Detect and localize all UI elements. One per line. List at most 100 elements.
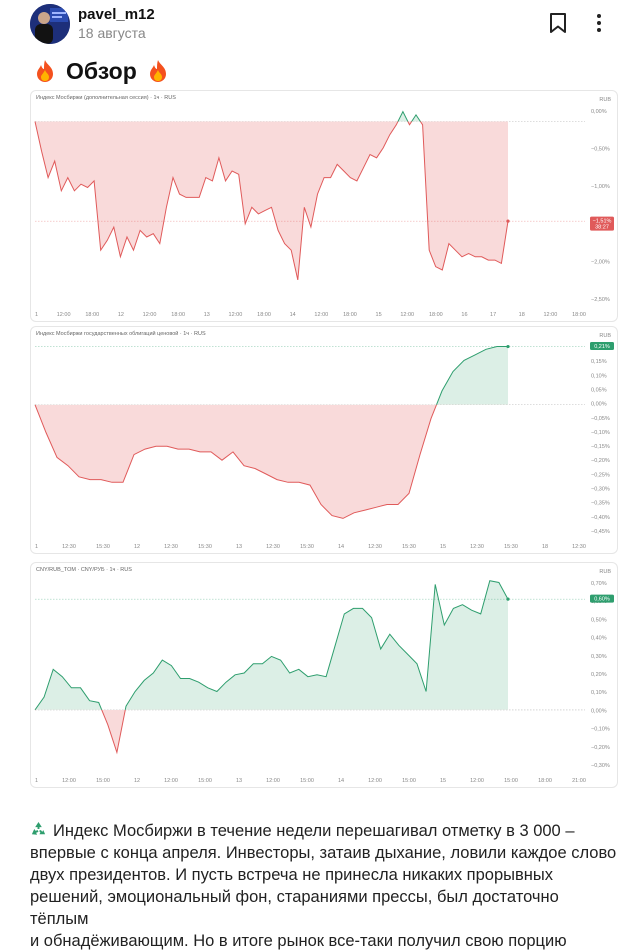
post-header: pavel_m12 18 августа bbox=[0, 0, 642, 50]
body-line: и обнадёживающим. Но в итоге рынок все-т… bbox=[30, 932, 567, 950]
area-positive bbox=[35, 580, 508, 710]
y-tick-label: −0,15% bbox=[591, 444, 610, 450]
x-tick-label: 15 bbox=[440, 544, 446, 550]
last-value-dot bbox=[506, 597, 510, 601]
area-negative bbox=[35, 404, 508, 519]
y-tick-label: −0,10% bbox=[591, 727, 610, 733]
x-tick-label: 12:30 bbox=[62, 544, 76, 550]
series-line-negative bbox=[35, 709, 126, 755]
y-tick-label: −0,25% bbox=[591, 472, 610, 478]
y-tick-label: 0,20% bbox=[591, 672, 607, 678]
x-tick-label: 13 bbox=[236, 778, 242, 784]
y-tick-label: 0,00% bbox=[591, 402, 607, 408]
x-tick-label: 18:00 bbox=[343, 312, 357, 318]
x-tick-label: 13 bbox=[204, 312, 210, 318]
x-tick-label: 13 bbox=[236, 544, 242, 550]
x-tick-label: 15:30 bbox=[96, 544, 110, 550]
y-tick-label: −0,30% bbox=[591, 763, 610, 769]
x-tick-label: 12:00 bbox=[62, 778, 76, 784]
x-tick-label: 18:00 bbox=[538, 778, 552, 784]
x-tick-label: 12:30 bbox=[266, 544, 280, 550]
x-tick-label: 15:30 bbox=[402, 544, 416, 550]
chart-title: CNY/RUB_TOM · CNY/РУБ · 1ч · RUS bbox=[36, 567, 132, 573]
x-tick-label: 18:00 bbox=[572, 312, 586, 318]
bookmark-icon[interactable] bbox=[548, 12, 568, 34]
fire-icon bbox=[149, 60, 166, 82]
area-negative bbox=[101, 709, 126, 753]
x-tick-label: 12 bbox=[118, 312, 124, 318]
post-title-row: Обзор bbox=[34, 56, 169, 86]
x-tick-label: 18:00 bbox=[171, 312, 185, 318]
more-vertical-icon[interactable] bbox=[590, 12, 608, 34]
area-negative bbox=[35, 121, 508, 280]
x-tick-label: 21:00 bbox=[572, 778, 586, 784]
x-tick-label: 15:00 bbox=[402, 778, 416, 784]
author-name[interactable]: pavel_m12 bbox=[78, 6, 155, 23]
x-tick-label: 14 bbox=[290, 312, 296, 318]
x-tick-label: 15:30 bbox=[198, 544, 212, 550]
x-tick-label: 15 bbox=[440, 778, 446, 784]
x-tick-label: 12:00 bbox=[266, 778, 280, 784]
x-tick-label: 15:00 bbox=[504, 778, 518, 784]
cny-rub-chart[interactable]: CNY/RUB_TOM · CNY/РУБ · 1ч · RUS RUB 0,70%… bbox=[30, 562, 618, 788]
x-tick-label: 12:00 bbox=[143, 312, 157, 318]
y-tick-label: 0,10% bbox=[591, 373, 607, 379]
y-tick-label: 0,00% bbox=[591, 708, 607, 714]
x-tick-label: 12:00 bbox=[470, 778, 484, 784]
x-tick-label: 12:00 bbox=[400, 312, 414, 318]
last-value-badge bbox=[590, 342, 614, 351]
x-tick-label: 12:30 bbox=[368, 544, 382, 550]
body-line: решений, эмоциональный фон, стараниями п… bbox=[30, 888, 559, 928]
recycle-icon bbox=[31, 821, 46, 835]
x-tick-label: 12:00 bbox=[543, 312, 557, 318]
x-tick-label: 18:00 bbox=[257, 312, 271, 318]
y-tick-label: −0,35% bbox=[591, 501, 610, 507]
x-tick-label: 12:00 bbox=[368, 778, 382, 784]
x-tick-label: 18:00 bbox=[85, 312, 99, 318]
y-tick-label: 0,40% bbox=[591, 636, 607, 642]
y-tick-label: 0,70% bbox=[591, 581, 607, 587]
x-tick-label: 15:00 bbox=[198, 778, 212, 784]
y-tick-label: −2,00% bbox=[591, 259, 610, 265]
x-tick-label: 12:00 bbox=[229, 312, 243, 318]
y-tick-label: 0,05% bbox=[591, 387, 607, 393]
last-value-label: −1,51% bbox=[593, 219, 612, 225]
x-tick-label: 16 bbox=[461, 312, 467, 318]
x-tick-label: 15:30 bbox=[504, 544, 518, 550]
x-tick-label: 15:00 bbox=[300, 778, 314, 784]
y-tick-label: 0,15% bbox=[591, 359, 607, 365]
x-tick-label: 12:00 bbox=[57, 312, 71, 318]
avatar[interactable] bbox=[30, 4, 70, 44]
x-tick-label: 12:30 bbox=[572, 544, 586, 550]
y-tick-label: −0,50% bbox=[591, 147, 610, 153]
fire-icon bbox=[37, 60, 53, 82]
y-tick-label: −2,50% bbox=[591, 297, 610, 303]
moex-index-chart[interactable]: Индекс Мосбиржи (дополнительная сессия) … bbox=[30, 90, 618, 322]
moex-bond-index-chart[interactable]: Индекс Мосбиржи государственных облигаци… bbox=[30, 326, 618, 554]
x-tick-label: 12 bbox=[134, 544, 140, 550]
post-title: Обзор bbox=[66, 57, 137, 84]
y-tick-label: −0,05% bbox=[591, 416, 610, 422]
x-tick-label: 18 bbox=[542, 544, 548, 550]
x-tick-label: 15:30 bbox=[300, 544, 314, 550]
last-value-dot bbox=[506, 344, 510, 349]
x-tick-label: 12 bbox=[134, 778, 140, 784]
last-value-sublabel: 38:27 bbox=[595, 225, 609, 231]
body-line: впервые с конца апреля. Инвесторы, затаи… bbox=[30, 844, 617, 862]
x-tick-label: 1 bbox=[35, 544, 38, 550]
last-value-dot bbox=[506, 219, 510, 223]
x-tick-label: 14 bbox=[338, 544, 344, 550]
y-tick-label: −0,40% bbox=[591, 515, 610, 521]
post-date: 18 августа bbox=[78, 25, 146, 41]
x-tick-label: 12:30 bbox=[164, 544, 178, 550]
x-tick-label: 1 bbox=[35, 778, 38, 784]
x-tick-label: 12:30 bbox=[470, 544, 484, 550]
y-tick-label: −0,30% bbox=[591, 487, 610, 493]
y-tick-label: 0,30% bbox=[591, 654, 607, 660]
currency-label: RUB bbox=[599, 97, 611, 103]
x-tick-label: 14 bbox=[338, 778, 344, 784]
y-tick-label: −0,20% bbox=[591, 458, 610, 464]
y-tick-label: 0,00% bbox=[591, 109, 607, 115]
body-line: Индекс Мосбиржи в течение недели перешаг… bbox=[30, 820, 620, 842]
x-tick-label: 12:00 bbox=[314, 312, 328, 318]
